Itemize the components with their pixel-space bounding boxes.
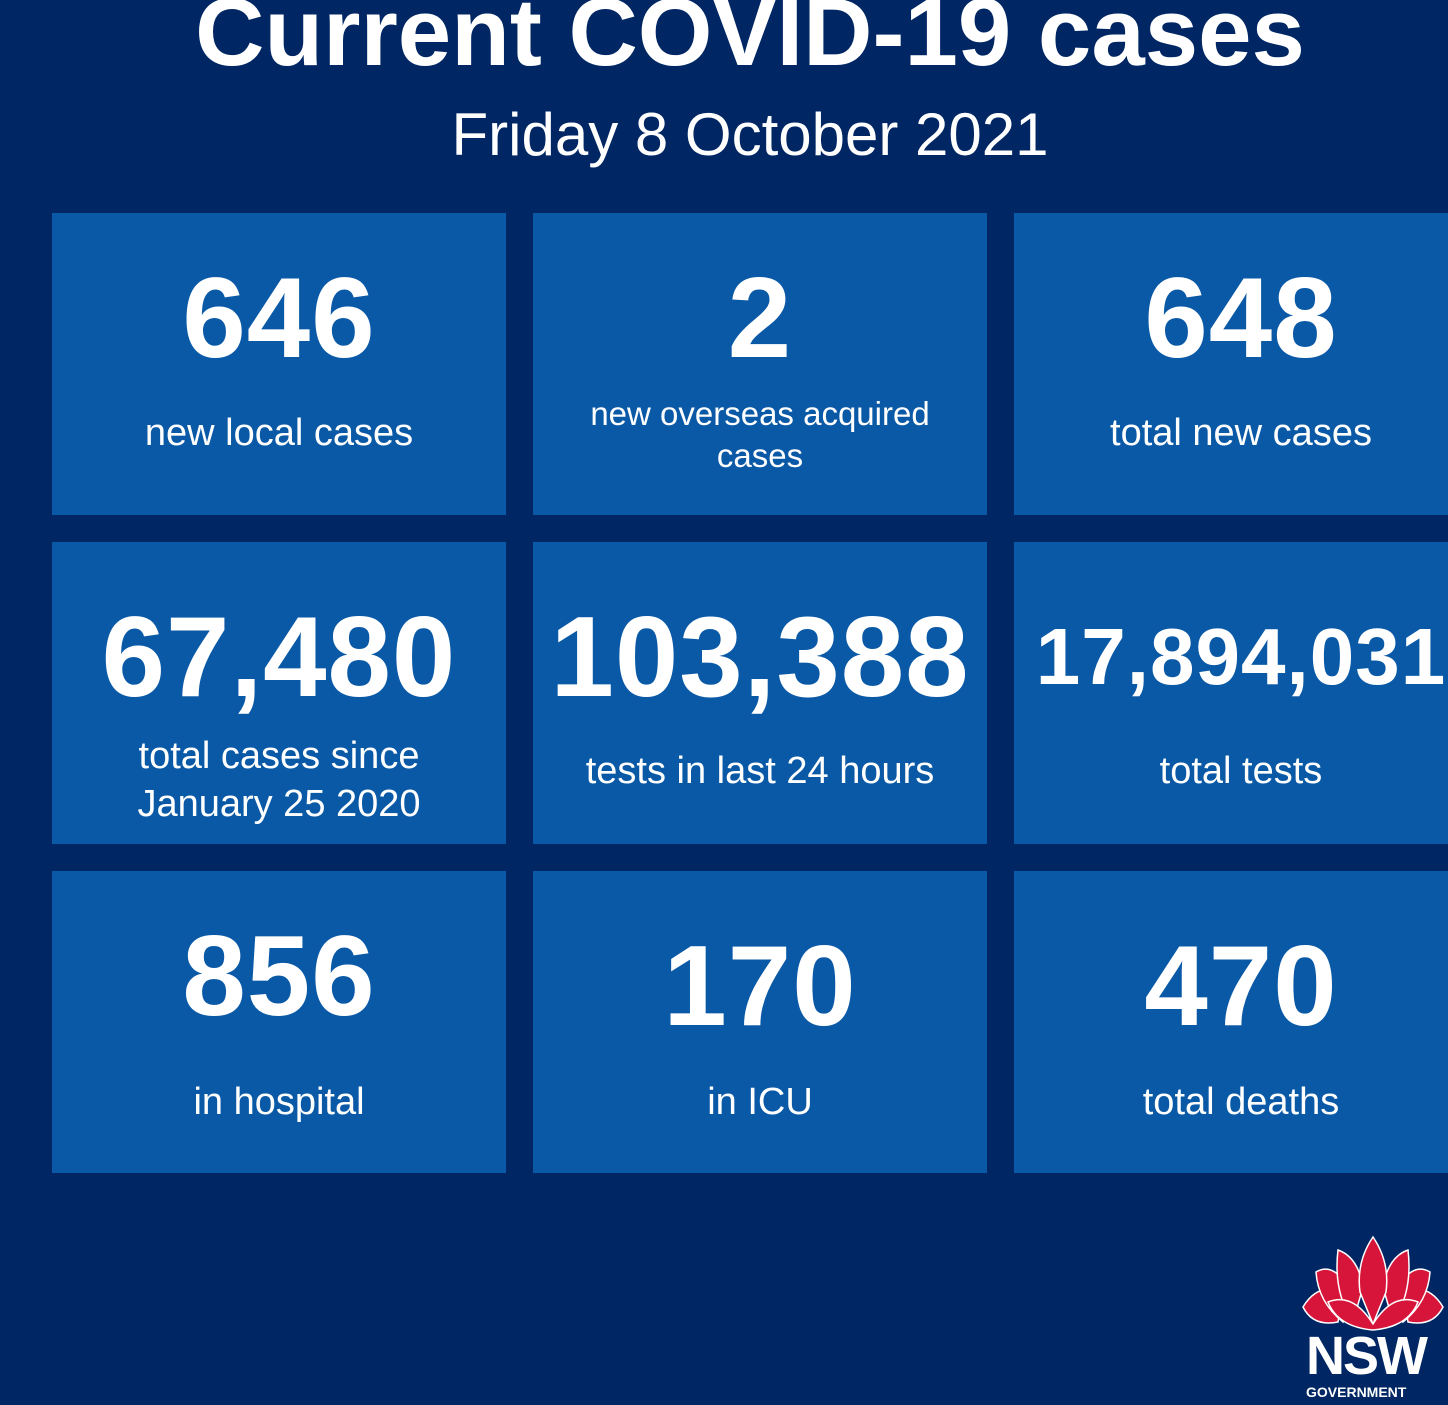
stat-value: 67,480 [101,594,457,721]
tile-total-tests: 17,894,031 total tests [1014,542,1448,844]
stat-label: in ICU [707,1081,813,1123]
stat-label: total tests [1159,750,1323,792]
report-date: Friday 8 October 2021 [451,101,1049,168]
page-title: Current COVID-19 cases [195,0,1305,86]
tile-total-cases: 67,480 total cases since January 25 2020 [52,542,506,844]
stat-value: 2 [727,255,793,382]
tile-total-deaths: 470 total deaths [1014,871,1448,1173]
nsw-government-logo: NSW GOVERNMENT [1298,1232,1448,1400]
waratah-icon [1302,1235,1444,1331]
stat-value: 17,894,031 [1035,612,1447,701]
stat-value: 856 [182,913,376,1040]
stat-label: total new cases [1110,412,1372,454]
stat-label: total cases since January 25 2020 [137,735,421,825]
stat-value: 646 [182,255,376,382]
stat-value: 170 [663,923,857,1050]
stat-label: in hospital [193,1081,365,1123]
stat-value: 470 [1144,923,1338,1050]
tile-in-hospital: 856 in hospital [52,871,506,1173]
logo-subtext: GOVERNMENT [1306,1384,1407,1400]
stat-value: 648 [1144,255,1338,382]
logo-text: NSW [1306,1326,1428,1386]
tile-tests-24h: 103,388 tests in last 24 hours [533,542,987,844]
tile-new-local-cases: 646 new local cases [52,213,506,515]
stat-label: total deaths [1142,1081,1340,1123]
stat-label: new overseas acquired cases [590,395,930,474]
stat-label: new local cases [144,412,414,454]
tile-in-icu: 170 in ICU [533,871,987,1173]
stat-value: 103,388 [550,594,970,721]
tile-new-overseas-cases: 2 new overseas acquired cases [533,213,987,515]
stat-label: tests in last 24 hours [585,750,935,792]
tile-total-new-cases: 648 total new cases [1014,213,1448,515]
